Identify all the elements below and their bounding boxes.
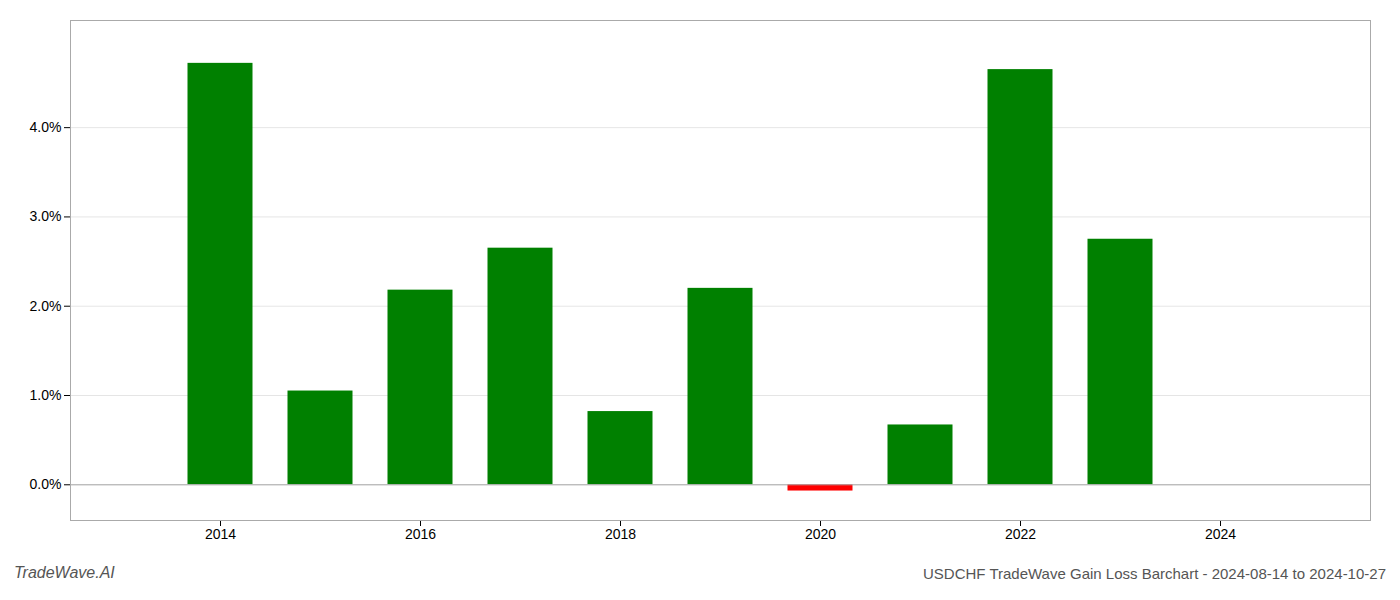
svg-text:3.0%: 3.0% [30, 208, 62, 224]
svg-text:2018: 2018 [605, 526, 636, 542]
svg-text:2014: 2014 [205, 526, 236, 542]
svg-text:2022: 2022 [1005, 526, 1036, 542]
svg-text:2020: 2020 [805, 526, 836, 542]
svg-text:2024: 2024 [1205, 526, 1236, 542]
svg-text:4.0%: 4.0% [30, 119, 62, 135]
svg-text:0.0%: 0.0% [30, 476, 62, 492]
svg-text:2.0%: 2.0% [30, 298, 62, 314]
svg-text:2016: 2016 [405, 526, 436, 542]
html-text:USDCHF TradeWave Gain Loss Bar: USDCHF TradeWave Gain Loss Barchart - 20… [923, 565, 1386, 582]
html-text:TradeWave.AI: TradeWave.AI [14, 564, 115, 581]
svg-text:1.0%: 1.0% [30, 387, 62, 403]
